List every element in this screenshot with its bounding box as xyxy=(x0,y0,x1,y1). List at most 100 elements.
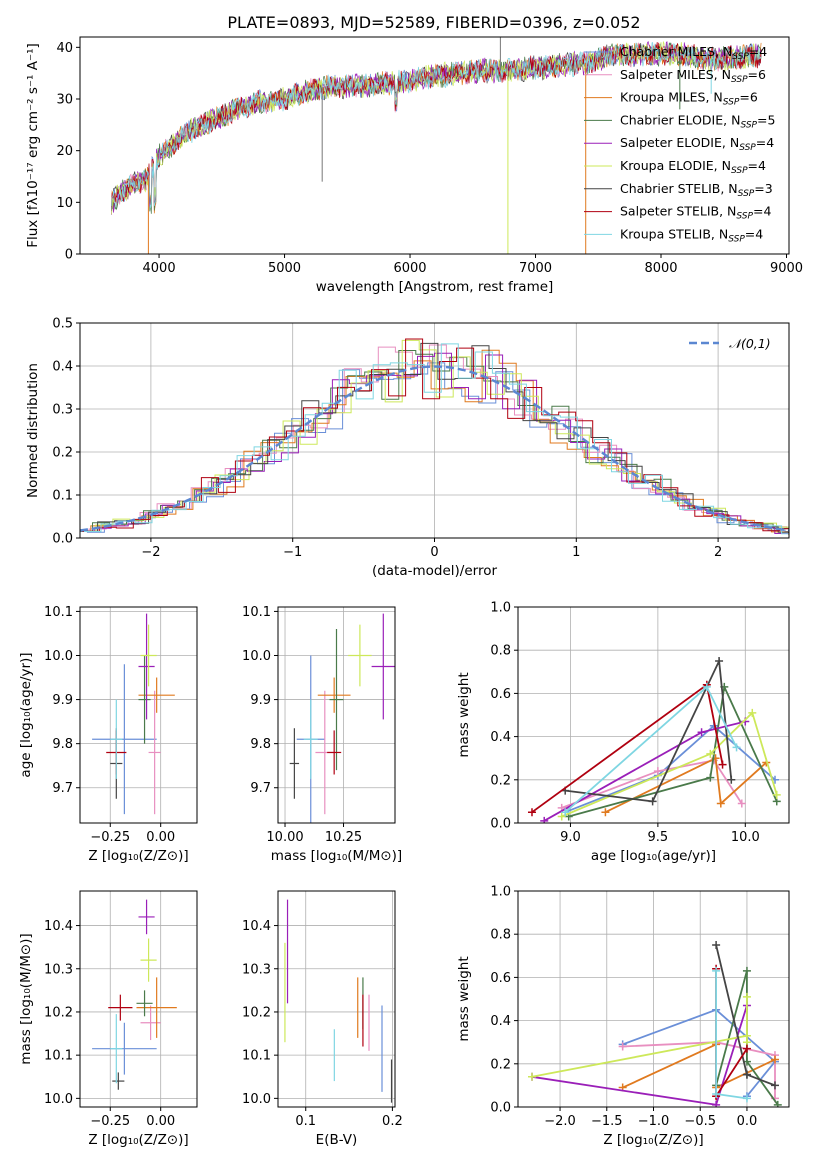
legend-entry: Kroupa STELIB, NSSP=4 xyxy=(620,226,763,244)
plot-area xyxy=(80,338,789,535)
weight-point xyxy=(770,1055,779,1064)
y-axis-label: mass [log₁₀(M/M⊙)] xyxy=(18,933,34,1064)
weight-point xyxy=(712,1100,721,1107)
y-tick-label: 9.8 xyxy=(52,737,73,752)
x-tick-label: 0.1 xyxy=(295,1114,316,1129)
hist-series-7 xyxy=(82,338,789,532)
y-tick-label: 0.6 xyxy=(490,687,511,702)
panel-spectrum: 4000 5000 6000 7000 8000 9000 0 10 20 30 40 wavelen… xyxy=(25,36,803,295)
y-axis-label: mass weight xyxy=(456,672,472,757)
weight-point xyxy=(727,775,736,784)
y-tick-label: 0.8 xyxy=(490,644,511,659)
axes-frame xyxy=(79,36,790,255)
y-tick-label: 10.1 xyxy=(44,605,73,620)
x-tick-label: −0.25 xyxy=(90,1114,130,1129)
hist-series-2 xyxy=(80,349,789,535)
spectrum-line-8 xyxy=(111,42,762,209)
y-tick-label: 9.7 xyxy=(250,781,271,796)
panel-mass_vs_Z: −0.25 0.00 10.0 10.1 10.2 10.3 10.4 Z [log₁₀(Z/… xyxy=(18,890,198,1148)
weight-point xyxy=(737,799,746,808)
x-tick-label: −1 xyxy=(283,545,302,560)
x-tick-label: 10.00 xyxy=(266,830,303,845)
y-tick-label: 30 xyxy=(56,93,73,108)
y-tick-label: 20 xyxy=(56,144,73,159)
weight-series-3 xyxy=(568,683,778,818)
y-tick-label: 0 xyxy=(65,248,73,263)
y-tick-label: 1.0 xyxy=(490,885,511,900)
spectrum-line-5 xyxy=(111,40,762,215)
y-tick-label: 10.2 xyxy=(44,1005,73,1020)
panel-age_vs_mass: 10.00 10.25 9.7 9.8 9.9 10.0 10.1 mass [log₁₀(M… xyxy=(242,605,402,864)
y-axis-label: age [log₁₀(age/yr)] xyxy=(18,652,34,777)
x-tick-label: 9000 xyxy=(770,261,803,276)
normal-curve xyxy=(80,365,789,532)
x-tick-label: −1.0 xyxy=(638,1114,670,1129)
weight-point xyxy=(716,799,725,808)
y-tick-label: 10.0 xyxy=(242,1092,271,1107)
weight-point xyxy=(702,682,711,691)
legend-entry: Chabrier ELODIE, NSSP=5 xyxy=(620,112,775,130)
weight-point xyxy=(742,992,751,1001)
panel-weight_vs_Z: −2.0 −1.5 −1.0 −0.5 0.0 0.0 0.2 0.4 0.6 0.8 1.0 Z [… xyxy=(456,885,790,1148)
x-tick-label: 0.00 xyxy=(146,830,175,845)
x-tick-label: 4000 xyxy=(143,261,176,276)
y-tick-label: 10.4 xyxy=(242,919,271,934)
plot-area xyxy=(289,613,395,823)
panel-residuals: −2 −1 0 1 2 0.0 0.1 0.2 0.3 0.4 0.5 (data-model)/er… xyxy=(25,317,790,579)
panel-weight_vs_age: 9.0 9.5 10.0 0.0 0.2 0.4 0.6 0.8 1.0 age [log₁₀(a… xyxy=(456,601,790,864)
legend-entry: Salpeter ELODIE, NSSP=4 xyxy=(620,135,774,153)
legend-entry: Salpeter MILES, NSSP=6 xyxy=(620,67,766,85)
axes-frame xyxy=(517,606,790,824)
plot-area xyxy=(92,899,177,1090)
weight-point xyxy=(715,657,724,665)
y-tick-label: 0.5 xyxy=(52,317,73,332)
weight-series-7 xyxy=(531,683,724,813)
weight-point xyxy=(742,1044,751,1053)
x-axis-label: Z [log₁₀(Z/Z⊙)] xyxy=(88,848,188,864)
weight-point xyxy=(706,749,715,758)
y-tick-label: 0.2 xyxy=(52,446,73,461)
y-tick-label: 0.8 xyxy=(490,928,511,943)
y-axis-label: Normed distribution xyxy=(25,363,41,498)
x-tick-label: 7000 xyxy=(519,261,552,276)
x-tick-label: 10.0 xyxy=(731,830,760,845)
plot-area xyxy=(528,941,782,1107)
y-tick-label: 0.0 xyxy=(490,817,511,832)
y-tick-label: 0.0 xyxy=(52,532,73,547)
weight-point xyxy=(742,1094,751,1103)
weight-point xyxy=(712,966,721,975)
y-tick-label: 10.1 xyxy=(242,1049,271,1064)
plot-area xyxy=(111,37,762,254)
y-tick-label: 0.2 xyxy=(490,1057,511,1072)
weight-point xyxy=(528,1072,537,1081)
x-tick-label: 0 xyxy=(430,545,438,560)
weight-point xyxy=(648,797,657,806)
y-tick-label: 10 xyxy=(56,196,73,211)
x-axis-label: (data-model)/error xyxy=(372,563,498,579)
x-axis-label: wavelength [Angstrom, rest frame] xyxy=(316,279,554,295)
hist-series-8 xyxy=(84,343,789,535)
weight-point xyxy=(601,808,610,817)
x-tick-label: 10.25 xyxy=(325,830,362,845)
x-tick-label: −2.0 xyxy=(544,1114,576,1129)
x-axis-label: Z [log₁₀(Z/Z⊙)] xyxy=(88,1132,188,1148)
y-tick-label: 0.4 xyxy=(490,1014,511,1029)
weight-series-5 xyxy=(531,996,748,1078)
y-tick-label: 10.2 xyxy=(242,1005,271,1020)
weight-point xyxy=(540,816,549,823)
weight-point xyxy=(706,773,715,782)
weight-point xyxy=(748,708,757,717)
weight-series-1 xyxy=(561,759,743,809)
y-tick-label: 9.9 xyxy=(52,693,73,708)
weight-point xyxy=(732,743,741,752)
y-tick-label: 0.4 xyxy=(52,360,73,375)
axes-frame xyxy=(277,890,396,1108)
x-tick-label: −0.25 xyxy=(90,830,130,845)
plot-area xyxy=(92,613,175,815)
x-tick-label: 5000 xyxy=(268,261,301,276)
y-tick-label: 0.6 xyxy=(490,971,511,986)
weight-point xyxy=(557,812,566,821)
y-tick-label: 10.0 xyxy=(44,649,73,664)
y-tick-label: 10.1 xyxy=(44,1049,73,1064)
weight-series-6 xyxy=(565,657,733,803)
